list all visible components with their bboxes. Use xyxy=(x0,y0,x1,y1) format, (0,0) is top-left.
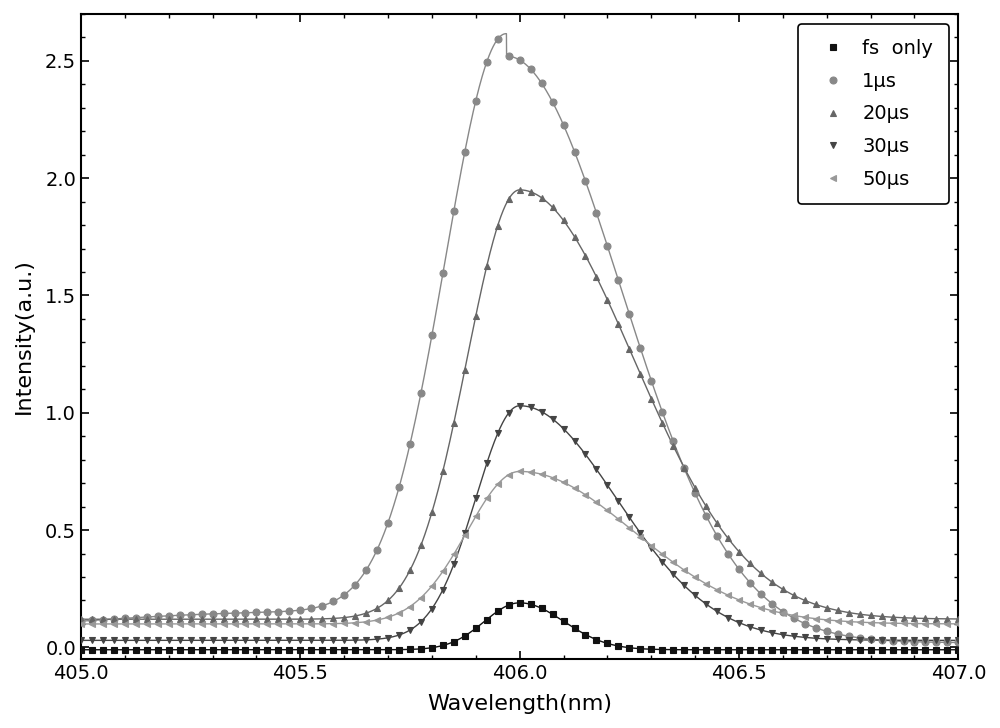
1μs xyxy=(492,35,504,44)
50μs xyxy=(75,620,87,628)
30μs xyxy=(799,633,811,642)
Line: 1μs: 1μs xyxy=(78,36,962,646)
Legend: fs  only, 1μs, 20μs, 30μs, 50μs: fs only, 1μs, 20μs, 30μs, 50μs xyxy=(798,23,949,204)
20μs xyxy=(952,614,964,623)
1μs xyxy=(733,565,745,574)
20μs xyxy=(733,547,745,556)
fs  only xyxy=(514,598,526,607)
1μs xyxy=(569,147,581,156)
50μs xyxy=(952,620,964,628)
20μs xyxy=(843,608,855,617)
30μs xyxy=(876,636,888,644)
1μs xyxy=(75,617,87,625)
fs  only xyxy=(733,646,745,654)
fs  only xyxy=(634,644,646,653)
fs  only xyxy=(75,646,87,654)
50μs xyxy=(634,532,646,541)
fs  only xyxy=(843,646,855,654)
1μs xyxy=(843,632,855,641)
fs  only xyxy=(569,624,581,633)
50μs xyxy=(843,617,855,626)
1μs xyxy=(634,344,646,352)
30μs xyxy=(634,529,646,537)
Line: 50μs: 50μs xyxy=(78,468,962,628)
30μs xyxy=(952,636,964,645)
50μs xyxy=(733,596,745,604)
30μs xyxy=(569,436,581,445)
20μs xyxy=(514,186,526,194)
50μs xyxy=(514,467,526,476)
50μs xyxy=(876,619,888,628)
fs  only xyxy=(952,646,964,654)
1μs xyxy=(952,638,964,647)
1μs xyxy=(876,636,888,644)
50μs xyxy=(799,613,811,622)
fs  only xyxy=(799,646,811,654)
Y-axis label: Intensity(a.u.): Intensity(a.u.) xyxy=(14,258,34,414)
Line: 20μs: 20μs xyxy=(78,186,962,622)
X-axis label: Wavelength(nm): Wavelength(nm) xyxy=(427,694,612,714)
50μs xyxy=(569,483,581,492)
30μs xyxy=(733,618,745,627)
20μs xyxy=(569,232,581,241)
Line: fs  only: fs only xyxy=(78,599,962,653)
1μs xyxy=(799,619,811,628)
20μs xyxy=(634,369,646,378)
20μs xyxy=(876,612,888,621)
fs  only xyxy=(876,646,888,654)
20μs xyxy=(799,596,811,605)
30μs xyxy=(514,401,526,410)
30μs xyxy=(75,636,87,645)
20μs xyxy=(75,615,87,624)
Line: 30μs: 30μs xyxy=(78,403,962,644)
30μs xyxy=(843,636,855,644)
